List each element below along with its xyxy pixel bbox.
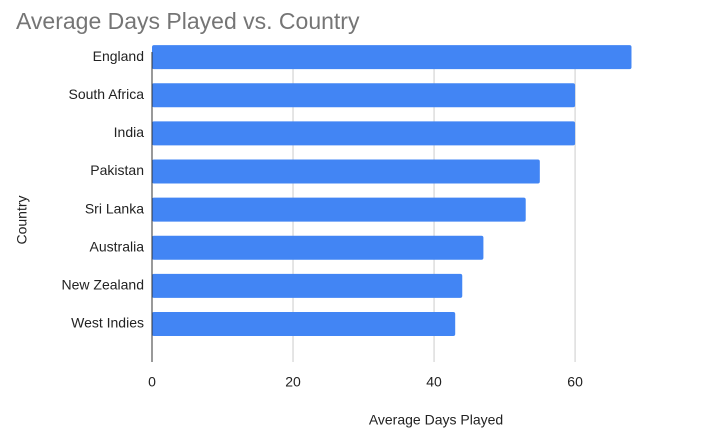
x-tick-label: 0: [148, 374, 156, 390]
bar: [152, 235, 484, 260]
bar: [152, 159, 540, 184]
bar: [152, 121, 576, 146]
y-tick-label: England: [93, 48, 144, 64]
bar: [152, 273, 463, 298]
x-axis-title: Average Days Played: [369, 412, 503, 428]
y-tick-label: Australia: [90, 238, 145, 254]
y-tick-label: India: [114, 124, 145, 140]
y-tick-label: South Africa: [69, 86, 145, 102]
y-tick-label: Sri Lanka: [85, 200, 144, 216]
bar: [152, 45, 632, 70]
bar: [152, 197, 526, 222]
y-axis-title: Country: [14, 195, 30, 244]
y-tick-label: West Indies: [71, 315, 144, 331]
x-tick-label: 60: [567, 374, 583, 390]
bar: [152, 83, 576, 108]
y-tick-label: Pakistan: [90, 162, 144, 178]
chart-title: Average Days Played vs. Country: [16, 8, 360, 34]
x-tick-label: 20: [285, 374, 301, 390]
x-tick-label: 40: [426, 374, 442, 390]
y-tick-label: New Zealand: [62, 277, 145, 293]
bar: [152, 311, 456, 336]
